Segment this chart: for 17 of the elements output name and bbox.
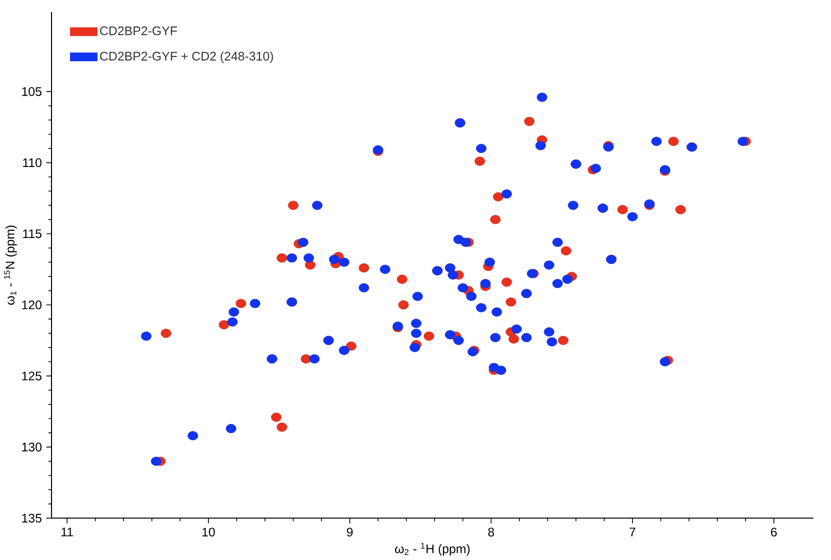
- y-tick-label: 135: [22, 514, 42, 523]
- y-tick-label: 120: [22, 300, 42, 310]
- x-tick-label: 7: [630, 528, 636, 536]
- x-tick-label: 10: [202, 528, 215, 537]
- x-tick-label: 9: [346, 528, 353, 537]
- y-tick-label: 115: [23, 230, 42, 238]
- y-axis-title: ω$_{1}$ - $^{15}$N (ppm): [4, 226, 17, 305]
- x-tick-label: 11: [62, 528, 73, 536]
- y-tick-label: 105: [22, 87, 42, 96]
- y-tick-label: 110: [23, 158, 42, 168]
- x-tick-label: 6: [771, 528, 777, 537]
- x-tick-label: 8: [488, 528, 494, 537]
- x-axis-title: ω$_{2}$ - $^{1}$H (ppm): [395, 542, 470, 556]
- legend-label: CD2BP2-GYF + CD2 (248-310): [100, 52, 273, 64]
- y-tick-label: 125: [22, 372, 42, 380]
- legend-label: CD2BP2-GYF: [100, 26, 177, 36]
- y-tick-label: 130: [22, 442, 42, 452]
